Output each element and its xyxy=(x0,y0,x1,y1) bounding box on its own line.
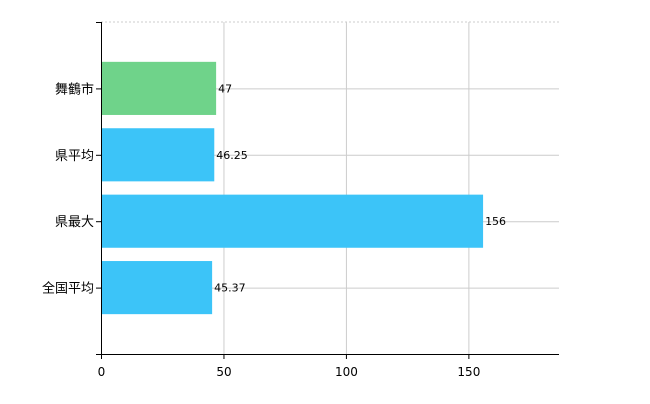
data-label: 47 xyxy=(218,82,232,95)
bar xyxy=(102,128,215,182)
data-label: 156 xyxy=(485,215,506,228)
x-tick-label: 100 xyxy=(335,365,358,379)
category-label: 全国平均 xyxy=(42,281,94,297)
category-label: 県最大 xyxy=(55,215,94,230)
x-tick-label: 50 xyxy=(216,365,231,379)
bars xyxy=(102,61,484,315)
bar xyxy=(102,194,484,248)
category-label: 舞鶴市 xyxy=(55,81,94,97)
data-label: 46.25 xyxy=(216,149,248,162)
data-label: 45.37 xyxy=(214,282,246,295)
axes xyxy=(96,22,559,359)
bar xyxy=(102,261,213,315)
x-tick-label: 0 xyxy=(98,365,106,379)
category-label: 県平均 xyxy=(55,149,94,164)
x-tick-label: 150 xyxy=(457,365,480,379)
bar xyxy=(102,61,217,115)
